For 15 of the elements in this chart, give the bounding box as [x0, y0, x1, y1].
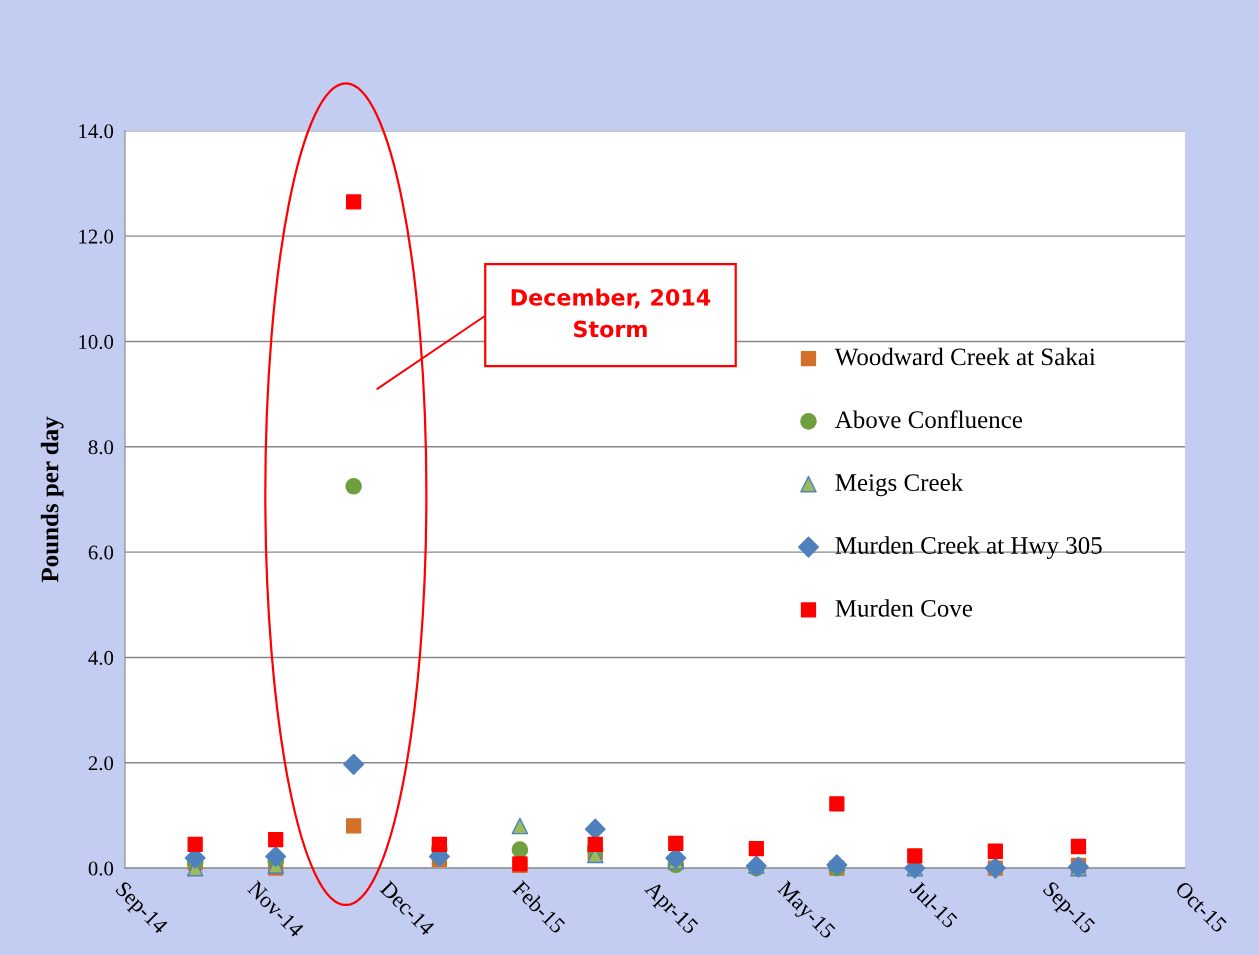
legend-label: Murden Cove [835, 599, 973, 617]
y-tick-label: 4.0 [88, 650, 114, 665]
legend-label: Murden Creek at Hwy 305 [835, 536, 1102, 560]
y-tick-label: 10.0 [79, 334, 114, 350]
y-axis-title: Pounds per day [40, 416, 64, 583]
legend-label: Meigs Creek [835, 473, 964, 497]
legend-label: Woodward Creek at Sakai [834, 347, 1096, 366]
y-tick-label: 14.0 [79, 124, 114, 139]
annotation: December, 2014 Storm [511, 288, 711, 338]
y-tick-label: 2.0 [88, 756, 114, 771]
y-tick-label: 0.0 [88, 861, 114, 876]
y-tick-label: 12.0 [79, 229, 114, 244]
legend-label: Above Confluence [834, 410, 1023, 429]
y-tick-label: 6.0 [88, 545, 114, 560]
y-tick-label: 8.0 [88, 440, 114, 455]
